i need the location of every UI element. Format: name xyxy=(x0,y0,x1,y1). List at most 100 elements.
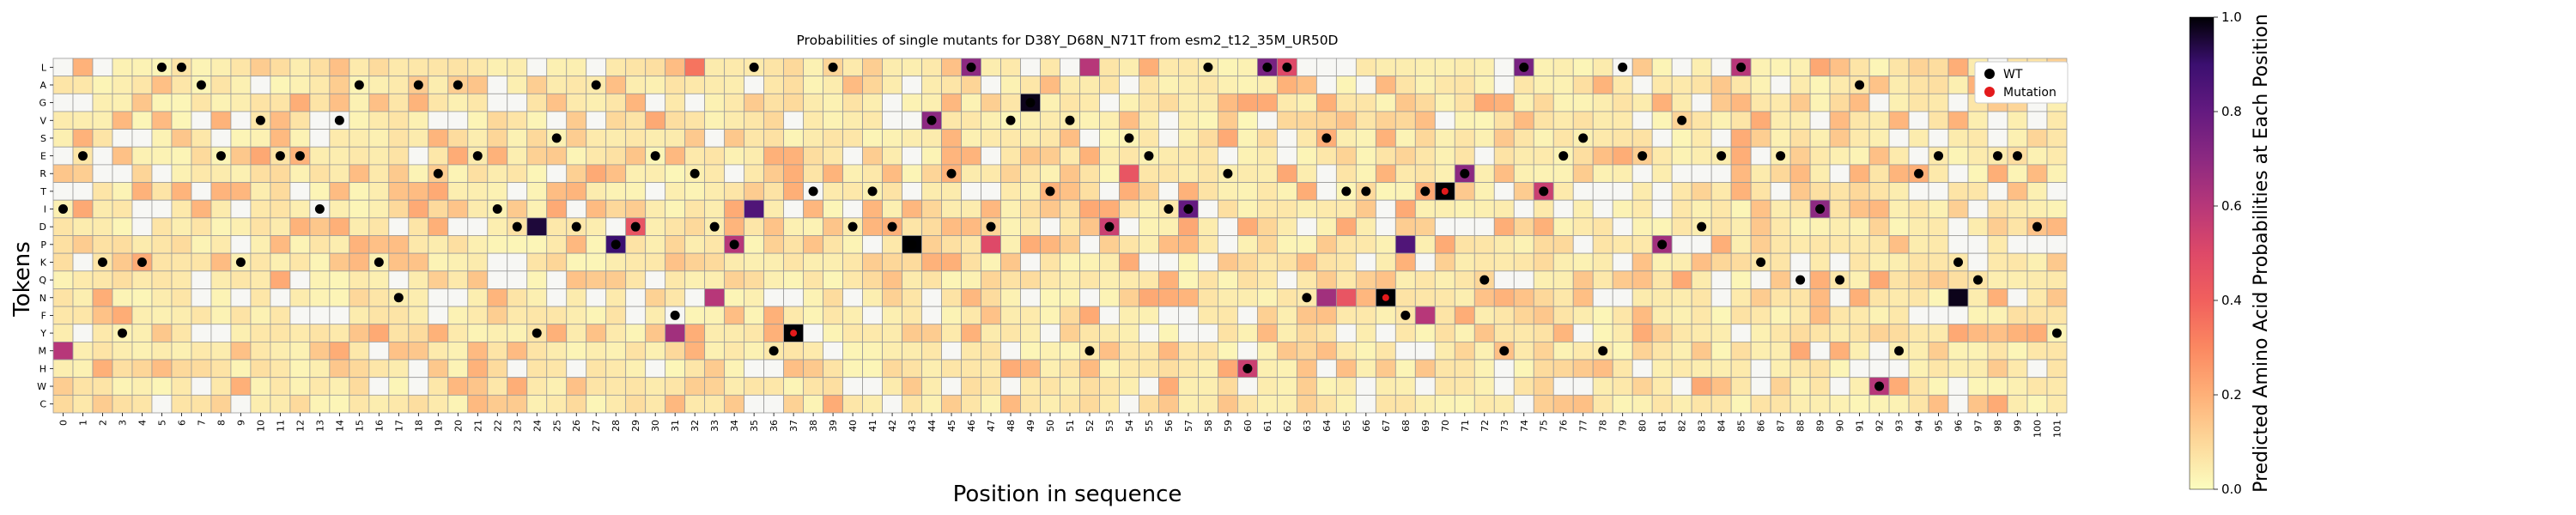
heatmap-cell xyxy=(507,394,528,414)
heatmap-cell xyxy=(823,341,843,360)
heatmap-cell xyxy=(467,76,489,94)
wt-marker xyxy=(1953,257,1964,267)
heatmap-cell xyxy=(309,306,331,325)
heatmap-cell xyxy=(1493,76,1515,94)
heatmap-cell xyxy=(684,182,706,201)
heatmap-cell xyxy=(1020,306,1041,325)
heatmap-cell xyxy=(1908,182,1929,201)
heatmap-cell xyxy=(882,129,902,148)
heatmap-cell xyxy=(1296,58,1317,77)
y-tick-label: N xyxy=(39,293,46,304)
wt-marker xyxy=(650,151,660,161)
heatmap-cell xyxy=(1276,235,1297,254)
heatmap-cell xyxy=(289,270,311,289)
heatmap-cell xyxy=(1908,129,1929,148)
heatmap-cell xyxy=(2007,129,2028,148)
heatmap-cell xyxy=(388,306,410,325)
heatmap-cell xyxy=(507,182,528,201)
x-tick-label: 89 xyxy=(1815,420,1826,432)
heatmap-cell xyxy=(171,288,192,307)
heatmap-cell xyxy=(1276,76,1297,94)
heatmap-cell xyxy=(1849,324,1870,342)
heatmap-cell xyxy=(1394,288,1416,307)
heatmap-cell xyxy=(526,288,548,307)
heatmap-cell xyxy=(487,252,508,272)
heatmap-cell xyxy=(1296,235,1317,254)
heatmap-cell xyxy=(1473,58,1495,77)
y-tick-label: E xyxy=(40,151,46,162)
heatmap-cell xyxy=(270,76,291,94)
x-tick-label: 79 xyxy=(1618,420,1629,432)
heatmap-cell xyxy=(961,93,981,112)
heatmap-cell xyxy=(2007,270,2028,289)
heatmap-cell xyxy=(1040,58,1060,77)
x-tick-label: 99 xyxy=(2013,420,2024,432)
heatmap-cell xyxy=(428,306,449,325)
heatmap-cell xyxy=(2026,341,2048,360)
heatmap-cell xyxy=(605,324,627,342)
heatmap-cell xyxy=(467,341,489,360)
heatmap-cell xyxy=(921,93,942,112)
heatmap-cell xyxy=(1040,394,1060,414)
heatmap-cell xyxy=(1335,324,1357,342)
heatmap-cell xyxy=(289,377,311,396)
heatmap-cell xyxy=(1592,377,1613,396)
x-tick-label: 88 xyxy=(1795,420,1807,432)
heatmap-cell xyxy=(1178,306,1199,325)
heatmap-cell xyxy=(2026,377,2048,396)
heatmap-cell xyxy=(2007,359,2028,379)
heatmap-cell xyxy=(1533,270,1554,289)
heatmap-cell xyxy=(783,76,805,94)
heatmap-cell xyxy=(1218,270,1238,289)
heatmap-cell xyxy=(783,58,805,77)
x-tick-label: 24 xyxy=(532,420,543,432)
heatmap-cell xyxy=(1178,252,1199,272)
heatmap-cell xyxy=(1237,93,1258,112)
heatmap-cell xyxy=(151,164,173,183)
heatmap-cell xyxy=(1394,217,1416,236)
heatmap-cell xyxy=(526,164,548,183)
heatmap-cell xyxy=(1335,288,1357,307)
heatmap-cell xyxy=(1237,394,1258,414)
wt-marker xyxy=(729,239,739,250)
heatmap-cell xyxy=(1218,93,1238,112)
heatmap-cell xyxy=(1750,146,1771,166)
heatmap-cell xyxy=(1533,306,1554,325)
x-tick-label: 48 xyxy=(1005,420,1017,432)
heatmap-cell xyxy=(1809,76,1831,94)
heatmap-cell xyxy=(1335,58,1357,77)
heatmap-cell xyxy=(309,76,331,94)
heatmap-cell xyxy=(2026,252,2048,272)
heatmap-cell xyxy=(586,164,607,183)
heatmap-cell xyxy=(92,217,113,236)
heatmap-cell xyxy=(1671,146,1692,166)
heatmap-cell xyxy=(447,359,469,379)
heatmap-cell xyxy=(1592,199,1613,219)
heatmap-cell xyxy=(52,270,74,289)
heatmap-cell xyxy=(2046,306,2068,325)
heatmap-cell xyxy=(1691,129,1712,148)
heatmap-cell xyxy=(1276,199,1297,219)
heatmap-cell xyxy=(1710,288,1732,307)
heatmap-cell xyxy=(191,217,212,236)
heatmap-cell xyxy=(566,252,587,272)
heatmap-cell xyxy=(566,199,587,219)
heatmap-cell xyxy=(1651,324,1673,342)
heatmap-cell xyxy=(1256,377,1278,396)
heatmap-cell xyxy=(961,164,981,183)
heatmap-cell xyxy=(1099,93,1120,112)
heatmap-cell xyxy=(1218,394,1238,414)
heatmap-cell xyxy=(92,129,113,148)
heatmap-cell xyxy=(1493,129,1515,148)
x-tick-label: 101 xyxy=(2051,420,2063,438)
heatmap-cell xyxy=(665,235,686,254)
heatmap-cell xyxy=(724,199,745,219)
x-tick-label: 12 xyxy=(295,420,306,432)
heatmap-cell xyxy=(1947,394,1969,414)
heatmap-cell xyxy=(1710,394,1732,414)
heatmap-cell xyxy=(309,270,331,289)
heatmap-cell xyxy=(1000,306,1021,325)
heatmap-cell xyxy=(1198,182,1218,201)
heatmap-cell xyxy=(289,252,311,272)
heatmap-cell xyxy=(1572,217,1594,236)
